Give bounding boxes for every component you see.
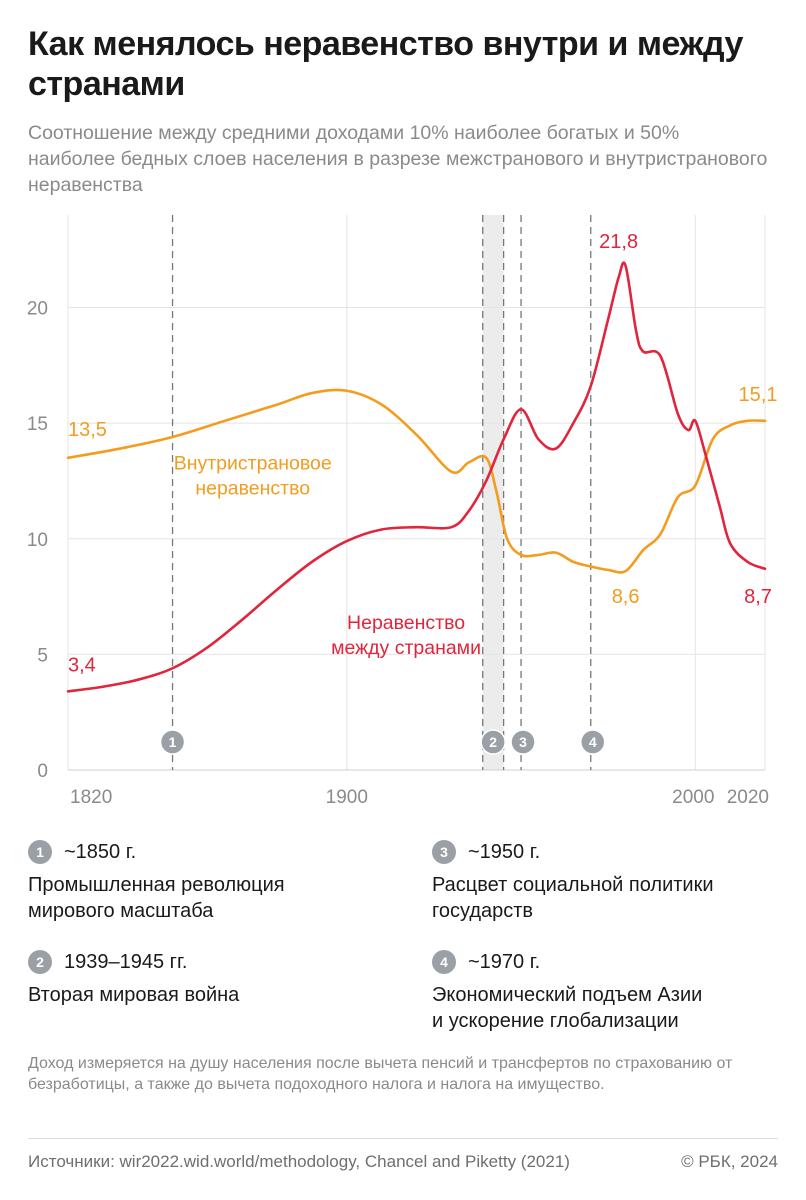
event-2: 2 1939–1945 гг. Вторая мировая война	[28, 950, 398, 1008]
series-annotation: Неравенство	[347, 612, 465, 634]
data-label: 8,7	[744, 586, 772, 608]
event-date: ~1970 г.	[468, 950, 541, 973]
event-desc-line: Вторая мировая война	[28, 984, 240, 1006]
inequality-chart: 0 5 10 15 20 1820 1900 2000 2020 13,5 8,6 15,1 Внутр…	[27, 215, 778, 808]
event-1: 1 ~1850 г. Промышленная революция мирово…	[28, 840, 398, 924]
x-tick-label: 1820	[70, 787, 112, 808]
data-label: 15,1	[739, 384, 778, 406]
event-badge-label: 1	[169, 734, 177, 750]
event-3: 3 ~1950 г. Расцвет социальной политики г…	[432, 840, 782, 924]
event-date: 1939–1945 гг.	[64, 950, 188, 973]
x-tick-label: 1900	[326, 787, 368, 808]
event-badge-3	[510, 729, 536, 755]
series-annotation: Внутристрановое	[174, 452, 332, 474]
event-desc-line: мирового масштаба	[28, 900, 214, 922]
event-badge: 4	[432, 950, 456, 974]
y-tick-label: 15	[27, 414, 48, 435]
event-badge-1	[159, 729, 186, 755]
event-date: ~1950 г.	[468, 840, 541, 863]
series-annotation: неравенство	[195, 477, 310, 499]
page-subtitle: Соотношение между средними доходами 10% …	[28, 122, 768, 196]
series-annotation: между странами	[331, 637, 481, 659]
footer-divider	[28, 1138, 778, 1139]
event-4: 4 ~1970 г. Экономический подъем Азии и у…	[432, 950, 782, 1034]
event-badge-label: 4	[589, 734, 597, 750]
event-description: Вторая мировая война	[28, 982, 398, 1008]
event-desc-line: государств	[432, 900, 534, 922]
event-description: Промышленная революция мирового масштаба	[28, 872, 398, 924]
y-tick-label: 20	[27, 299, 48, 320]
data-label: 21,8	[599, 231, 638, 253]
x-tick-label: 2020	[727, 787, 769, 808]
event-desc-line: Промышленная революция	[28, 874, 285, 896]
event-date: ~1850 г.	[64, 840, 137, 863]
event-badge: 3	[432, 840, 456, 864]
event-badge-label: 3	[519, 734, 527, 750]
event-desc-line: Расцвет социальной политики	[432, 874, 714, 896]
credit: © РБК, 2024	[681, 1152, 778, 1171]
event-band-2	[482, 215, 504, 770]
data-label: 13,5	[68, 419, 107, 441]
y-tick-label: 10	[27, 530, 48, 551]
data-label: 3,4	[68, 654, 96, 676]
data-label: 8,6	[612, 586, 640, 608]
methodology-note: Доход измеряется на душу населения после…	[28, 1055, 733, 1093]
event-badge-2	[480, 729, 506, 755]
event-description: Расцвет социальной политики государств	[432, 872, 782, 924]
event-badge-4	[580, 729, 606, 755]
event-badge: 2	[28, 950, 52, 974]
event-badge-label: 2	[489, 734, 497, 750]
sources: Источники: wir2022.wid.world/methodology…	[28, 1152, 570, 1171]
y-tick-label: 5	[37, 645, 48, 666]
event-desc-line: Экономический подъем Азии	[432, 984, 703, 1006]
event-badge: 1	[28, 840, 52, 864]
event-description: Экономический подъем Азии и ускорение гл…	[432, 982, 782, 1034]
page-title: Как менялось неравенство внутри и между …	[28, 25, 743, 103]
series-line-0	[66, 388, 767, 574]
event-desc-line: и ускорение глобализации	[432, 1010, 679, 1032]
y-tick-label: 0	[37, 761, 48, 782]
series-line-1	[66, 261, 767, 693]
x-tick-label: 2000	[672, 787, 714, 808]
